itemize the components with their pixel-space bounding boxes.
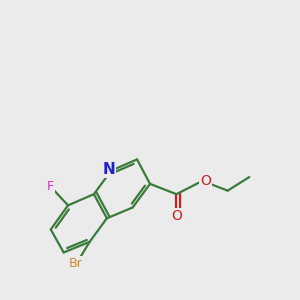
Text: O: O bbox=[171, 209, 182, 223]
Text: Br: Br bbox=[68, 257, 82, 270]
Text: O: O bbox=[200, 174, 211, 188]
Text: F: F bbox=[47, 180, 54, 193]
Text: N: N bbox=[103, 162, 115, 177]
